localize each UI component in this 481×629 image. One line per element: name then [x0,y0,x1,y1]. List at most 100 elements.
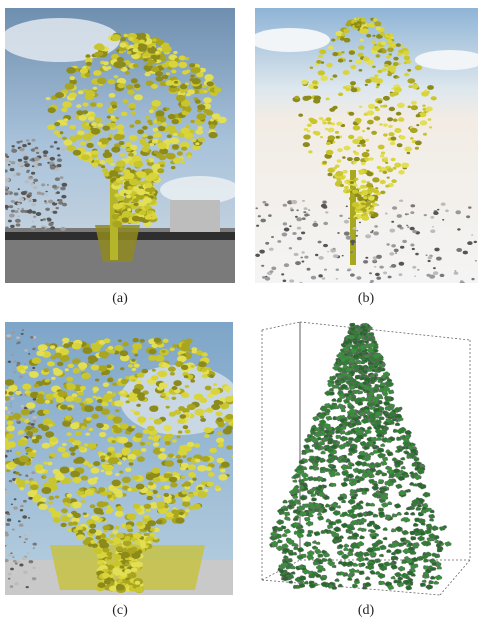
leaf [302,452,306,455]
leaf [370,503,375,506]
leaf [383,96,390,101]
leaf [88,478,98,485]
leaf [355,60,362,65]
leaf [109,534,114,538]
leaf [96,491,101,494]
leaf [352,520,358,524]
leaf [404,580,410,584]
leaf [218,432,223,436]
leaf [437,566,442,569]
leaf [10,568,14,571]
leaf [328,435,332,438]
leaf [341,458,346,462]
leaf [383,105,387,108]
leaf [185,429,191,433]
leaf [298,565,302,568]
leaf [137,416,146,422]
leaf [78,392,84,396]
leaf [372,177,379,182]
leaf [83,102,89,106]
leaf [191,365,195,368]
leaf [190,379,195,382]
leaf [339,176,345,180]
leaf [198,361,207,367]
leaf [377,166,382,169]
leaf [57,186,60,188]
leaf [66,432,71,436]
leaf [331,471,335,474]
leaf [307,555,313,559]
leaf [94,117,102,123]
leaf [385,162,388,164]
leaf [289,581,293,584]
leaf [343,347,349,351]
leaf [291,572,295,575]
leaf [11,210,15,213]
leaf [380,180,386,184]
leaf [236,420,246,427]
leaf [91,122,97,126]
leaf [168,114,176,119]
leaf [355,376,361,380]
leaf [132,368,137,371]
leaf [98,539,106,545]
leaf [90,113,95,116]
leaf [474,241,477,243]
leaf [134,203,139,207]
leaf [4,559,9,562]
leaf [43,461,48,464]
leaf [412,500,419,505]
leaf [163,425,172,431]
leaf [86,143,93,148]
leaf [374,525,380,529]
leaf [116,562,122,566]
leaf [138,43,143,47]
leaf [91,365,100,371]
leaf [319,492,325,496]
leaf [282,574,287,577]
leaf [162,46,172,53]
leaf [350,81,356,85]
leaf [288,505,292,508]
leaf [50,166,56,170]
leaf [177,436,181,439]
leaf [1,414,9,419]
leaf [151,468,160,474]
leaf [83,347,93,354]
leaf [93,70,101,76]
leaf [284,263,289,267]
leaf [209,132,218,138]
leaf [144,515,150,519]
leaf [102,548,109,553]
leaf [388,125,393,128]
leaf [187,404,196,410]
leaf [418,470,424,474]
leaf [54,141,58,144]
leaf [182,501,190,507]
leaf [192,78,201,84]
leaf [313,416,319,420]
leaf [129,462,134,465]
leaf [397,429,404,434]
leaf [239,403,248,409]
leaf [314,532,320,536]
leaf [2,443,11,450]
leaf [411,101,417,105]
leaf [415,141,422,146]
leaf [181,161,185,164]
leaf [337,148,343,152]
leaf [24,542,26,544]
leaf [326,519,331,522]
leaf [184,375,188,378]
leaf [390,142,395,146]
leaf [123,174,131,180]
leaf [116,546,123,551]
leaf [8,361,11,363]
leaf [325,211,328,213]
leaf [337,375,342,379]
leaf [350,251,353,253]
leaf [11,161,16,164]
leaf [225,396,234,402]
leaf [348,390,353,393]
leaf [406,435,411,438]
